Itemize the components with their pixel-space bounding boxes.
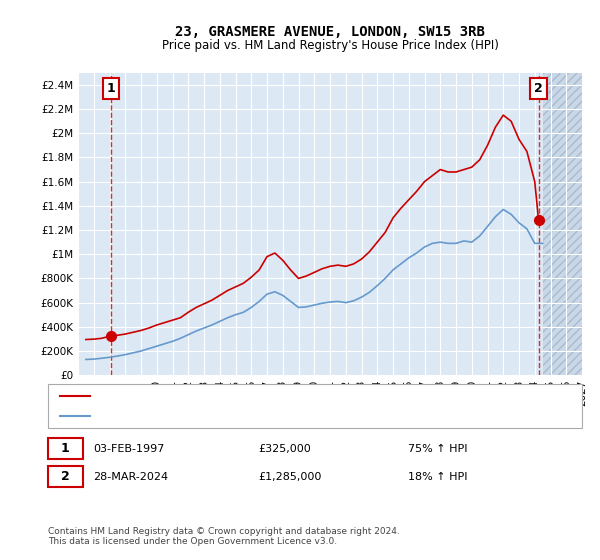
Text: 75% ↑ HPI: 75% ↑ HPI <box>408 444 467 454</box>
Bar <box>542 73 582 375</box>
Text: Price paid vs. HM Land Registry's House Price Index (HPI): Price paid vs. HM Land Registry's House … <box>161 39 499 52</box>
Text: 28-MAR-2024: 28-MAR-2024 <box>93 472 168 482</box>
Text: 1: 1 <box>61 442 70 455</box>
Text: 2: 2 <box>534 82 543 95</box>
Text: 1: 1 <box>107 82 115 95</box>
Text: 2: 2 <box>61 470 70 483</box>
Text: 18% ↑ HPI: 18% ↑ HPI <box>408 472 467 482</box>
Text: HPI: Average price, detached house, Kingston upon Thames: HPI: Average price, detached house, King… <box>93 411 406 421</box>
Text: 03-FEB-1997: 03-FEB-1997 <box>93 444 164 454</box>
Text: £325,000: £325,000 <box>258 444 311 454</box>
Text: 23, GRASMERE AVENUE, LONDON, SW15 3RB: 23, GRASMERE AVENUE, LONDON, SW15 3RB <box>175 25 485 39</box>
Text: £1,285,000: £1,285,000 <box>258 472 322 482</box>
Text: 23, GRASMERE AVENUE, LONDON, SW15 3RB (detached house): 23, GRASMERE AVENUE, LONDON, SW15 3RB (d… <box>93 391 424 401</box>
Text: Contains HM Land Registry data © Crown copyright and database right 2024.
This d: Contains HM Land Registry data © Crown c… <box>48 526 400 546</box>
